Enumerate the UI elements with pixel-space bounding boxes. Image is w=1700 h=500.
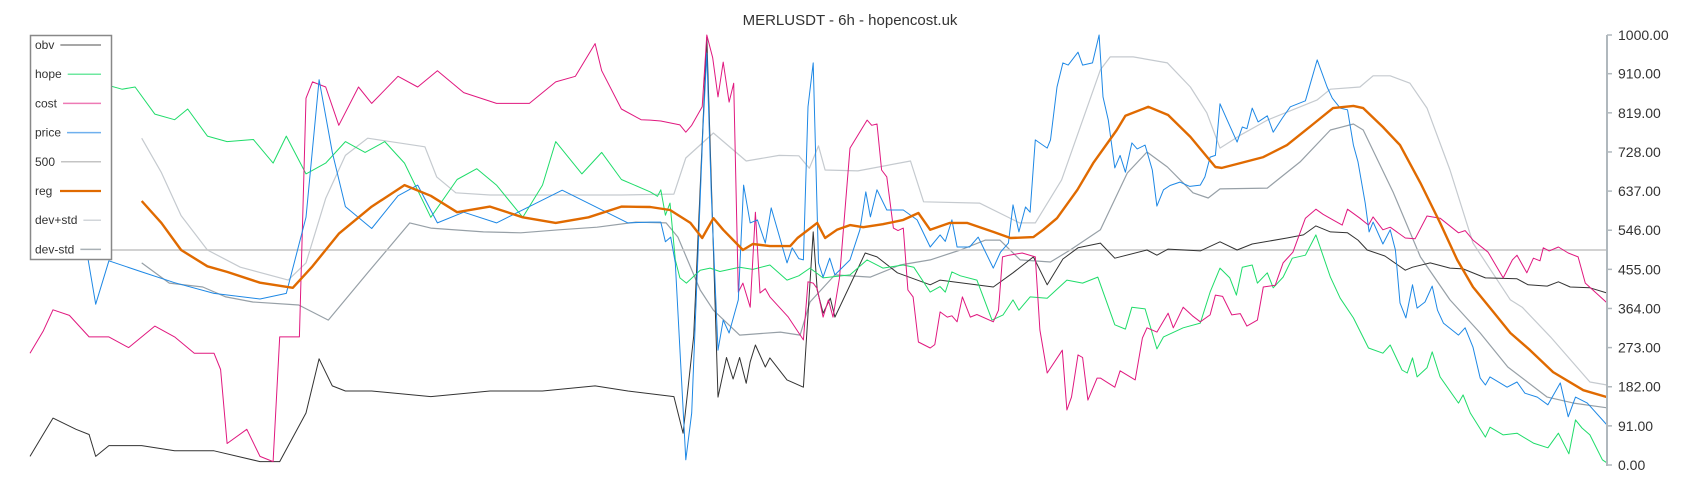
legend-label: price (35, 126, 61, 140)
y-tick-label: 1000.00 (1618, 27, 1669, 43)
y-axis: 1000.00 910.00 819.00 728.00 637.00 546.00 455… (1606, 27, 1669, 473)
series-line-cost (29, 34, 1608, 463)
legend-label: reg (35, 184, 52, 198)
y-tick-label: 728.00 (1618, 144, 1661, 160)
chart-title: MERLUSDT - 6h - hopencost.uk (743, 12, 958, 29)
series-line-dev-std (141, 56, 1608, 386)
y-tick-label: 273.00 (1618, 340, 1661, 356)
y-tick-label: 455.00 (1618, 261, 1661, 277)
y-tick-label: 910.00 (1618, 66, 1661, 82)
series-line-obv (29, 36, 1608, 463)
series-layer (29, 34, 1608, 464)
legend-label: dev+std (35, 213, 77, 227)
y-tick-label: 91.00 (1618, 418, 1653, 434)
series-line-dev-std (141, 123, 1608, 409)
y-tick-label: 182.00 (1618, 379, 1661, 395)
legend-box (29, 34, 113, 261)
y-tick-label: 0.00 (1618, 457, 1645, 473)
legend-label: obv (35, 38, 54, 52)
y-tick-label: 637.00 (1618, 183, 1661, 199)
series-line-reg (140, 104, 1608, 399)
legend-label: dev-std (35, 242, 74, 256)
legend-label: 500 (35, 155, 55, 169)
series-line-hope (95, 81, 1608, 464)
y-tick-label: 364.00 (1618, 300, 1661, 316)
y-tick-label: 819.00 (1618, 105, 1661, 121)
legend-label: hope (35, 67, 62, 81)
series-line-price (86, 34, 1608, 461)
legend-label: cost (35, 96, 58, 110)
y-tick-label: 546.00 (1618, 222, 1661, 238)
legend: obv hope cost price 500 reg dev+std dev-std (29, 34, 113, 261)
